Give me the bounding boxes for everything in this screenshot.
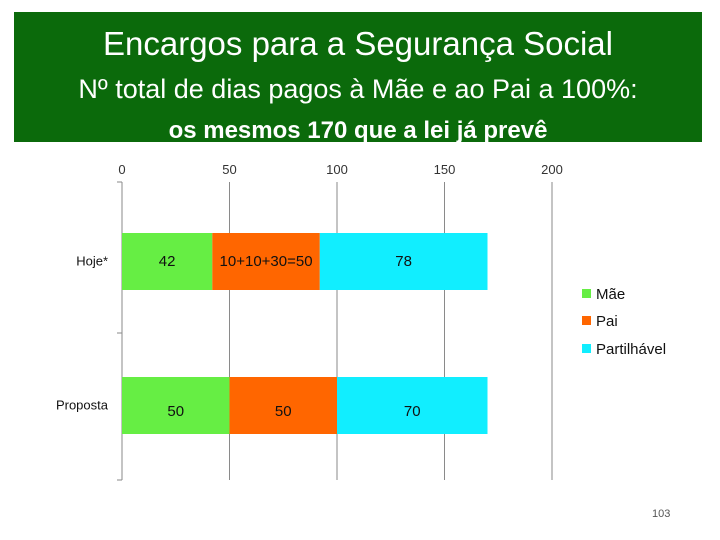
slide-subtitle: Nº total de dias pagos à Mãe e ao Pai a … (78, 74, 638, 104)
x-tick-label: 150 (434, 162, 456, 177)
legend-swatch (582, 316, 591, 325)
bar-segment (122, 377, 230, 434)
data-label: 50 (167, 403, 184, 420)
data-label: 78 (395, 253, 412, 270)
legend-swatch (582, 289, 591, 298)
legend-label: Partilhável (596, 341, 666, 358)
legend-swatch (582, 344, 591, 353)
bar-segment (212, 233, 320, 290)
slide-subtitle-bold: os mesmos 170 que a lei já prevê (168, 117, 548, 144)
x-tick-label: 200 (541, 162, 563, 177)
x-tick-label: 50 (222, 162, 236, 177)
data-label: 50 (275, 403, 292, 420)
data-label: 42 (159, 253, 176, 270)
bar-segment (229, 377, 337, 434)
bar-segment (319, 233, 488, 290)
legend-label: Mãe (596, 286, 625, 303)
bar-segment (337, 377, 488, 434)
category-label: Proposta (56, 398, 109, 413)
title-banner: Encargos para a Segurança Social Nº tota… (14, 12, 702, 144)
x-tick-label: 100 (326, 162, 348, 177)
slide-title: Encargos para a Segurança Social (103, 25, 613, 62)
legend-label: Pai (596, 313, 618, 330)
page-number: 103 (652, 508, 671, 520)
bar-segment (122, 233, 213, 290)
x-tick-label: 0 (118, 162, 125, 177)
data-label: 70 (404, 403, 421, 420)
data-label: 10+10+30=50 (220, 253, 313, 270)
category-label: Hoje* (76, 254, 108, 269)
